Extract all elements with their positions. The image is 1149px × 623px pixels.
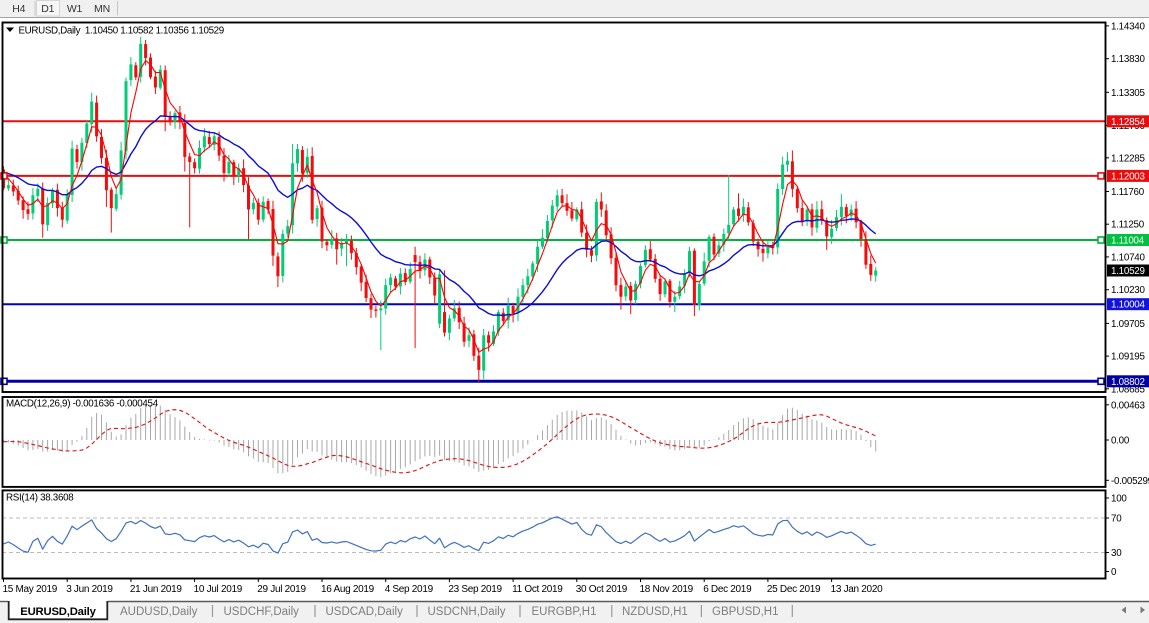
svg-text:1.11760: 1.11760 [1111,187,1145,198]
svg-text:EURUSD,Daily 1.10450 1.10582: EURUSD,Daily 1.10450 1.10582 1.10356 1.1… [19,26,224,37]
svg-text:-0.005299: -0.005299 [1111,476,1149,487]
svg-text:15 May 2019: 15 May 2019 [3,584,58,595]
svg-text:GBPUSD,H1: GBPUSD,H1 [712,606,778,618]
svg-text:100: 100 [1111,494,1127,505]
svg-text:USDCHF,Daily: USDCHF,Daily [224,606,300,618]
svg-text:1.08685: 1.08685 [1111,384,1145,395]
svg-text:0.00: 0.00 [1111,436,1130,447]
svg-text:1.10529: 1.10529 [1111,266,1145,277]
svg-text:3 Jun 2019: 3 Jun 2019 [66,584,113,595]
svg-text:D1: D1 [41,3,54,15]
svg-text:1.13305: 1.13305 [1111,88,1145,99]
svg-text:RSI(14) 38.3608: RSI(14) 38.3608 [6,493,74,504]
svg-text:6 Dec 2019: 6 Dec 2019 [703,584,752,595]
svg-text:23 Sep 2019: 23 Sep 2019 [448,584,502,595]
svg-text:13 Jan 2020: 13 Jan 2020 [831,584,883,595]
svg-text:16 Aug 2019: 16 Aug 2019 [321,584,375,595]
svg-text:30 Oct 2019: 30 Oct 2019 [576,584,628,595]
svg-text:1.09195: 1.09195 [1111,352,1145,363]
svg-text:USDCNH,Daily: USDCNH,Daily [428,606,506,618]
svg-text:USDCAD,Daily: USDCAD,Daily [326,606,404,618]
svg-text:1.12285: 1.12285 [1111,153,1145,164]
svg-text:0: 0 [1111,567,1117,578]
svg-text:0.00463: 0.00463 [1111,400,1145,411]
svg-text:29 Jul 2019: 29 Jul 2019 [257,584,306,595]
svg-text:MN: MN [94,3,110,15]
svg-text:21 Jun 2019: 21 Jun 2019 [130,584,182,595]
svg-text:NZDUSD,H1: NZDUSD,H1 [622,606,688,618]
svg-text:1.08802: 1.08802 [1111,377,1145,388]
svg-text:4 Sep 2019: 4 Sep 2019 [385,584,434,595]
svg-text:1.11250: 1.11250 [1111,220,1145,231]
svg-text:W1: W1 [67,3,83,15]
svg-text:MACD(12,26,9) -0.001636 -0.000: MACD(12,26,9) -0.001636 -0.000454 [6,399,159,410]
svg-text:1.10004: 1.10004 [1111,300,1145,311]
svg-text:1.12003: 1.12003 [1111,171,1145,182]
svg-text:EURUSD,Daily: EURUSD,Daily [20,606,96,618]
svg-text:1.13830: 1.13830 [1111,54,1145,65]
svg-text:EURGBP,H1: EURGBP,H1 [532,606,597,618]
svg-text:1.10230: 1.10230 [1111,285,1145,296]
svg-text:1.09705: 1.09705 [1111,319,1145,330]
svg-text:70: 70 [1111,514,1122,525]
svg-text:H4: H4 [12,3,25,15]
svg-text:1.11004: 1.11004 [1111,236,1145,247]
svg-text:1.10740: 1.10740 [1111,252,1145,263]
svg-text:1.14340: 1.14340 [1111,21,1145,32]
svg-text:11 Oct 2019: 11 Oct 2019 [512,584,563,595]
svg-text:10 Jul 2019: 10 Jul 2019 [194,584,243,595]
svg-text:1.12854: 1.12854 [1111,117,1145,128]
svg-text:30: 30 [1111,548,1122,559]
svg-text:18 Nov 2019: 18 Nov 2019 [640,584,694,595]
svg-text:25 Dec 2019: 25 Dec 2019 [767,584,821,595]
svg-text:AUDUSD,Daily: AUDUSD,Daily [120,606,198,618]
